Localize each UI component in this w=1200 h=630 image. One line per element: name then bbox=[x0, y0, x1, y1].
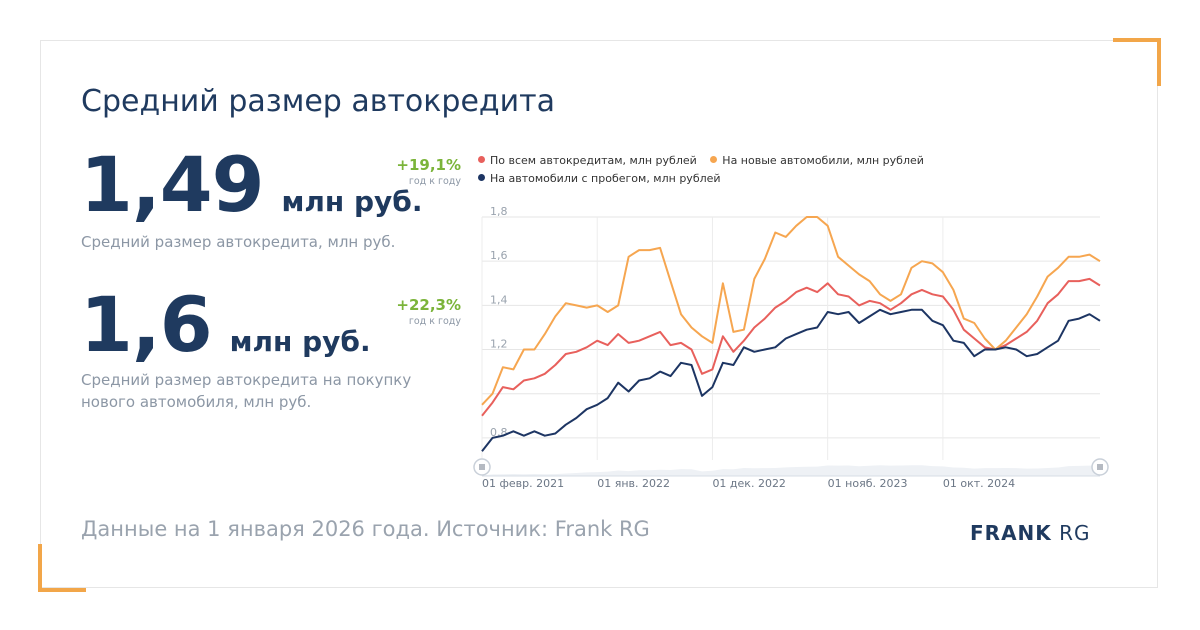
legend-item-new[interactable]: На новые автомобили, млн рублей bbox=[710, 152, 924, 170]
kpi-total-value: 1,49 bbox=[80, 140, 265, 229]
kpi-new-change-value: +22,3% bbox=[396, 296, 461, 314]
corner-accent-top-right bbox=[1113, 38, 1161, 86]
kpi-total-change-label: год к году bbox=[408, 176, 461, 187]
kpi-total-change: +19,1% год к году bbox=[396, 156, 461, 187]
y-tick-label: 1,6 bbox=[490, 249, 508, 262]
kpi-total-unit: млн руб. bbox=[281, 185, 423, 218]
y-tick-label: 1,8 bbox=[490, 205, 508, 218]
kpi-new-description-line-1: Средний размер автокредита на покупку bbox=[81, 371, 412, 389]
x-tick-label: 01 дек. 2022 bbox=[712, 477, 786, 490]
chart-legend: По всем автокредитам, млн рублей На новы… bbox=[478, 152, 1078, 188]
x-tick-label: 01 нояб. 2023 bbox=[828, 477, 908, 490]
legend-label-new: На новые автомобили, млн рублей bbox=[722, 154, 924, 167]
kpi-new: 1,6 млн руб. bbox=[80, 280, 371, 369]
legend-dot-used bbox=[478, 174, 485, 181]
logo-light: RG bbox=[1059, 521, 1091, 545]
kpi-total: 1,49 млн руб. bbox=[80, 140, 423, 229]
kpi-total-change-value: +19,1% bbox=[396, 156, 461, 174]
legend-dot-all bbox=[478, 156, 485, 163]
y-tick-label: 1,4 bbox=[490, 293, 508, 306]
kpi-new-description-line-2: нового автомобиля, млн руб. bbox=[81, 393, 312, 411]
kpi-new-description: Средний размер автокредита на покупку но… bbox=[81, 369, 411, 413]
corner-accent-bottom-left bbox=[38, 544, 86, 592]
legend-dot-new bbox=[710, 156, 718, 163]
frank-rg-logo: FRANK RG bbox=[970, 521, 1091, 545]
kpi-new-unit: млн руб. bbox=[229, 325, 371, 358]
kpi-new-change-label: год к году bbox=[408, 316, 461, 327]
legend-label-all: По всем автокредитам, млн рублей bbox=[490, 154, 697, 167]
line-chart: 0,81,21,41,61,801 февр. 2021 01 янв. 2022… bbox=[473, 205, 1109, 490]
x-tick-label: 01 окт. 2024 bbox=[943, 477, 1015, 490]
kpi-new-change: +22,3% год к году bbox=[396, 296, 461, 327]
footer-source: Данные на 1 января 2026 года. Источник: … bbox=[81, 517, 650, 541]
y-tick-label: 1,2 bbox=[490, 338, 508, 351]
legend-item-all[interactable]: По всем автокредитам, млн рублей bbox=[478, 152, 697, 170]
kpi-total-description: Средний размер автокредита, млн руб. bbox=[81, 233, 396, 251]
card bbox=[40, 40, 1158, 588]
series-line-2 bbox=[481, 308, 1101, 452]
legend-item-used[interactable]: На автомобили с пробегом, млн рублей bbox=[478, 170, 721, 188]
series-line-1 bbox=[481, 216, 1101, 406]
logo-bold: FRANK bbox=[970, 521, 1052, 545]
x-tick-label: 01 янв. 2022 bbox=[597, 477, 670, 490]
kpi-new-value: 1,6 bbox=[80, 280, 213, 369]
page-title: Средний размер автокредита bbox=[81, 84, 555, 119]
x-tick-label: 01 февр. 2021 bbox=[482, 477, 564, 490]
legend-label-used: На автомобили с пробегом, млн рублей bbox=[490, 172, 721, 185]
navigator-area bbox=[482, 465, 1100, 476]
